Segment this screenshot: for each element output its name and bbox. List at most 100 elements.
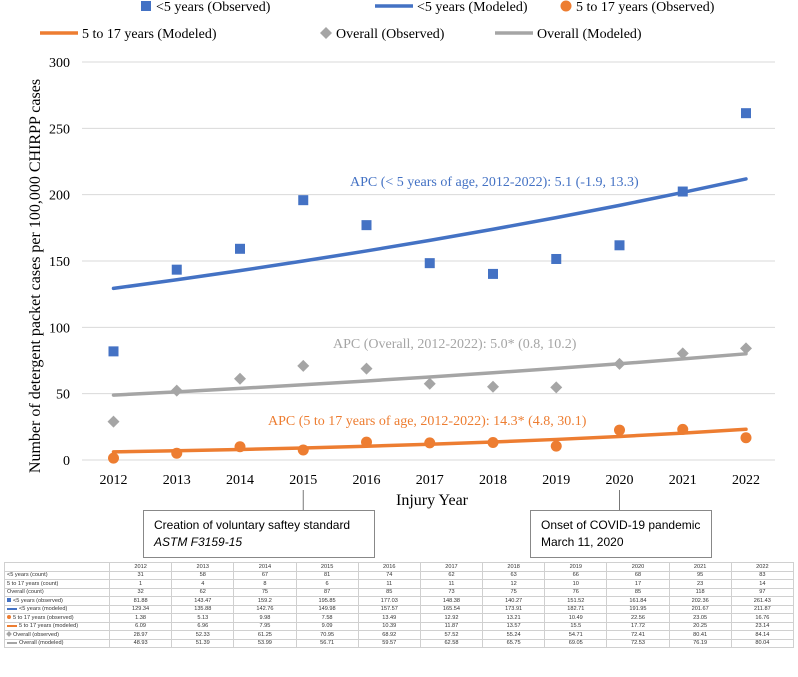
row-label-text: Overall (modeled) bbox=[19, 640, 64, 647]
x-tick-label: 2013 bbox=[163, 473, 191, 488]
legend-marker-swatch bbox=[141, 1, 151, 11]
square-legend-icon bbox=[7, 598, 11, 603]
x-tick-label: 2016 bbox=[353, 473, 381, 488]
data-point bbox=[614, 424, 625, 436]
legend-marker-swatch bbox=[320, 27, 332, 39]
legend-label: Overall (Modeled) bbox=[537, 27, 642, 42]
data-point bbox=[170, 384, 183, 397]
table-cell: 10.39 bbox=[357, 621, 421, 631]
table-row-label: Overall (modeled) bbox=[4, 638, 110, 648]
data-point bbox=[550, 440, 562, 452]
table-cell: 12.92 bbox=[419, 613, 484, 623]
table-cell: 13.49 bbox=[357, 613, 421, 623]
table-cell: 83 bbox=[730, 570, 795, 580]
table-cell: 28.97 bbox=[108, 630, 173, 640]
table-cell: 69.05 bbox=[544, 638, 608, 648]
callout-covid-line2: March 11, 2020 bbox=[541, 535, 624, 549]
table-cell: 17 bbox=[606, 579, 670, 589]
table-cell: 22.56 bbox=[606, 613, 670, 623]
table-cell: 17.72 bbox=[606, 621, 670, 631]
observed-points bbox=[107, 108, 752, 464]
table-cell: 95 bbox=[668, 570, 732, 580]
callout-standard-line2: ASTM F3159-15 bbox=[154, 535, 243, 549]
table-cell: 75 bbox=[482, 587, 546, 597]
apc-annotations: APC (< 5 years of age, 2012-2022): 5.1 (… bbox=[268, 175, 639, 429]
table-cell: 76.19 bbox=[668, 638, 732, 648]
table-cell: 32 bbox=[108, 587, 173, 597]
row-label-text: <5 years (count) bbox=[7, 572, 48, 579]
table-cell: 62 bbox=[171, 587, 235, 597]
y-tick-label: 100 bbox=[49, 321, 70, 336]
data-point bbox=[550, 381, 563, 394]
table-cell: 135.88 bbox=[171, 604, 235, 614]
x-tick-label: 2020 bbox=[606, 473, 634, 488]
table-cell: 151.52 bbox=[544, 596, 608, 606]
table-cell: 31 bbox=[108, 570, 173, 580]
table-row-label: 5 to 17 years (modeled) bbox=[4, 621, 110, 631]
x-tick-label: 2022 bbox=[732, 473, 760, 488]
data-point bbox=[740, 432, 752, 444]
circle-legend-icon bbox=[7, 615, 11, 620]
table-header-cell: 2020 bbox=[606, 562, 670, 572]
data-point bbox=[297, 444, 309, 456]
table-cell: 85 bbox=[606, 587, 670, 597]
table-row: 5 to 17 years (count) 1 4 8 6 11 11 12 10 17 23 14 bbox=[4, 579, 795, 589]
legend-label: 5 to 17 years (Modeled) bbox=[82, 27, 217, 42]
table-row: <5 years (count) 31 58 67 81 74 62 63 66 68 95 83 bbox=[4, 570, 795, 580]
table-cell: 6 bbox=[295, 579, 359, 589]
data-point bbox=[487, 436, 499, 448]
callout-connectors bbox=[302, 490, 620, 510]
table-cell: 97 bbox=[730, 587, 795, 597]
line-legend-icon bbox=[7, 642, 17, 644]
table-cell: 10.49 bbox=[544, 613, 608, 623]
table-row-label: 5 to 17 years (observed) bbox=[4, 613, 110, 623]
y-tick-label: 0 bbox=[63, 454, 70, 469]
data-point bbox=[488, 268, 498, 279]
table-cell: 67 bbox=[233, 570, 297, 580]
row-label-text: 5 to 17 years (modeled) bbox=[19, 623, 79, 630]
table-cell: 261.43 bbox=[730, 596, 795, 606]
table-cell: 142.76 bbox=[233, 604, 297, 614]
table-row: 5 to 17 years (observed) 1.38 5.13 9.98 7.58… bbox=[4, 613, 795, 623]
table-cell: 211.87 bbox=[730, 604, 795, 614]
y-axis-ticks: 0 50 100 150 200 250 300 bbox=[49, 56, 70, 469]
data-point bbox=[424, 258, 435, 269]
y-tick-label: 200 bbox=[49, 189, 70, 204]
modeled-line bbox=[111, 352, 748, 397]
table-row-label: 5 to 17 years (count) bbox=[4, 579, 110, 589]
table-header-cell: 2014 bbox=[233, 562, 297, 572]
table-cell: 85 bbox=[357, 587, 421, 597]
legend-item: Overall (Modeled) bbox=[495, 27, 642, 42]
table-cell: 157.57 bbox=[357, 604, 421, 614]
table-cell: 23.14 bbox=[730, 621, 795, 631]
legend-label: 5 to 17 years (Observed) bbox=[576, 0, 715, 15]
table-cell: 15.5 bbox=[544, 621, 608, 631]
table-cell: 159.2 bbox=[233, 596, 297, 606]
detergent-packet-chart: <5 years (Observed) <5 years (Modeled) 5 t… bbox=[27, 0, 775, 510]
table-header-cell: 2017 bbox=[419, 562, 484, 572]
table-cell: 6.96 bbox=[171, 621, 235, 631]
table-cell: 12 bbox=[482, 579, 546, 589]
table-cell: 129.34 bbox=[108, 604, 173, 614]
table-header-cell: 2012 bbox=[108, 562, 173, 572]
table-cell: 8 bbox=[233, 579, 297, 589]
table-cell: 61.25 bbox=[233, 630, 297, 640]
table-cell: 68.92 bbox=[357, 630, 421, 640]
data-point bbox=[108, 452, 119, 464]
table-header-cell: 2013 bbox=[171, 562, 235, 572]
table-cell: 62 bbox=[419, 570, 484, 580]
table-cell: 23 bbox=[668, 579, 732, 589]
table-cell: 1.38 bbox=[108, 613, 173, 623]
data-point bbox=[487, 380, 499, 393]
table-cell: 20.25 bbox=[668, 621, 732, 631]
data-point bbox=[740, 342, 752, 355]
table-cell: 202.36 bbox=[668, 596, 732, 606]
x-tick-label: 2015 bbox=[289, 473, 317, 488]
data-point bbox=[676, 347, 689, 360]
y-axis-label: Number of detergent packet cases per 100… bbox=[27, 79, 44, 473]
modeled-line bbox=[111, 177, 748, 291]
table-cell: 81.88 bbox=[108, 596, 173, 606]
data-table: 2012 2013 2014 2015 2016 2017 2018 2019 2020 2021… bbox=[4, 562, 795, 648]
table-row: Overall (count) 32 62 75 87 85 73 75 76 85 118 97 bbox=[4, 587, 795, 597]
data-point bbox=[614, 240, 625, 251]
